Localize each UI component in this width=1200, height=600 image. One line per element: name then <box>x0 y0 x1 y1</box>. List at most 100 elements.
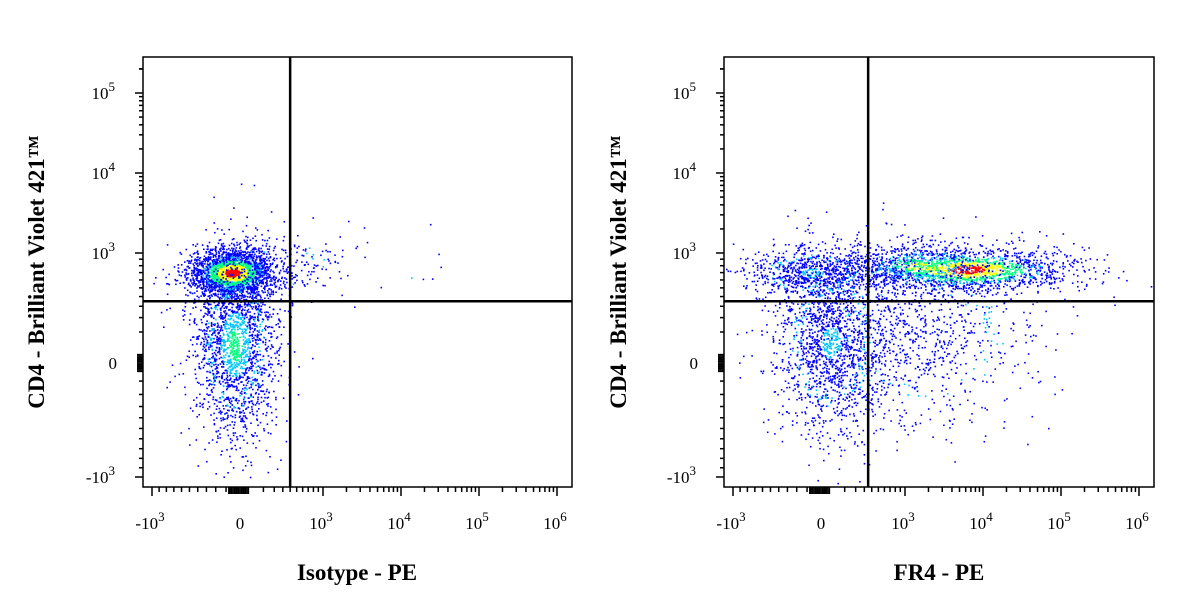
event-dot <box>253 284 256 286</box>
event-dot <box>232 283 234 285</box>
event-dot <box>254 432 256 434</box>
event-dot <box>244 343 247 345</box>
event-dot <box>1002 261 1004 264</box>
event-dot <box>241 271 244 274</box>
event-dot <box>216 338 218 341</box>
event-dot <box>241 420 243 423</box>
event-dot <box>236 288 239 290</box>
event-dot <box>215 306 217 309</box>
event-dot <box>254 253 256 256</box>
event-dot <box>240 318 242 321</box>
event-dot <box>248 296 251 299</box>
event-dot <box>222 366 225 368</box>
event-dot <box>207 334 209 336</box>
event-dot <box>222 357 224 359</box>
event-dot <box>1005 271 1007 274</box>
event-dot <box>229 362 232 364</box>
event-dot <box>211 259 214 262</box>
event-dot <box>248 318 250 321</box>
event-dot <box>262 259 264 262</box>
event-dot <box>198 263 201 266</box>
event-dot <box>250 262 253 264</box>
event-dot <box>249 286 251 288</box>
event-dot <box>236 338 238 340</box>
event-dot <box>244 349 246 351</box>
event-dot <box>241 323 243 326</box>
event-dot <box>227 256 229 259</box>
event-dot <box>220 281 222 283</box>
event-dot <box>328 260 330 262</box>
event-dot <box>244 251 247 254</box>
event-dot <box>238 360 241 363</box>
event-dot <box>281 248 283 251</box>
event-dot <box>216 284 219 287</box>
event-dot <box>286 420 288 422</box>
event-dot <box>235 379 238 381</box>
event-dot <box>239 435 241 437</box>
event-dot <box>230 317 233 320</box>
event-dot <box>233 331 236 334</box>
event-dot <box>273 330 275 332</box>
event-dot <box>240 253 242 256</box>
event-dot <box>212 272 215 275</box>
event-dot <box>231 247 233 250</box>
event-dot <box>271 363 274 366</box>
event-dot <box>177 264 179 266</box>
event-dot <box>199 405 201 408</box>
event-dot <box>223 282 225 284</box>
event-dot <box>184 274 186 276</box>
event-dot <box>251 308 254 310</box>
event-dot <box>965 259 967 262</box>
event-dot <box>247 346 250 348</box>
event-dot <box>175 279 177 282</box>
event-dot <box>174 278 176 281</box>
event-dot <box>307 263 309 266</box>
event-dot <box>258 268 261 271</box>
event-dot <box>233 238 235 240</box>
event-dot <box>193 265 195 267</box>
event-dot <box>222 271 225 273</box>
event-dot <box>213 423 216 425</box>
event-dot <box>216 285 219 288</box>
event-dot <box>259 309 261 312</box>
event-dot <box>267 318 269 321</box>
event-dot <box>266 411 268 414</box>
event-dot <box>269 264 272 267</box>
event-dot <box>254 317 257 320</box>
event-dot <box>231 343 234 346</box>
event-dot <box>248 256 250 258</box>
event-dot <box>195 377 197 380</box>
event-dot <box>281 293 283 296</box>
event-dot <box>233 291 235 294</box>
event-dot <box>205 257 207 259</box>
event-dot <box>240 256 243 259</box>
event-dot <box>246 442 249 444</box>
event-dot <box>257 293 260 295</box>
event-dot <box>218 326 221 329</box>
event-dot <box>223 360 226 363</box>
event-dot <box>259 353 261 356</box>
event-dot <box>954 272 957 274</box>
event-dot <box>220 277 222 280</box>
event-dot <box>222 385 225 388</box>
event-dot <box>283 270 285 273</box>
event-dot <box>294 276 296 278</box>
event-dot <box>226 363 228 366</box>
event-dot <box>259 267 261 269</box>
event-dot <box>272 258 274 261</box>
event-dot <box>235 398 238 400</box>
event-dot <box>233 379 236 381</box>
event-dot <box>300 269 303 272</box>
event-dot <box>238 356 241 358</box>
event-dot <box>934 264 936 267</box>
x-tick-label: 104 <box>387 509 411 533</box>
event-dot <box>177 270 179 272</box>
event-dot <box>257 343 260 345</box>
event-dot <box>267 311 269 314</box>
event-dot <box>260 390 262 392</box>
event-dot <box>239 304 241 306</box>
event-dot <box>226 359 229 361</box>
event-dot <box>209 343 212 346</box>
event-dot <box>186 289 189 292</box>
